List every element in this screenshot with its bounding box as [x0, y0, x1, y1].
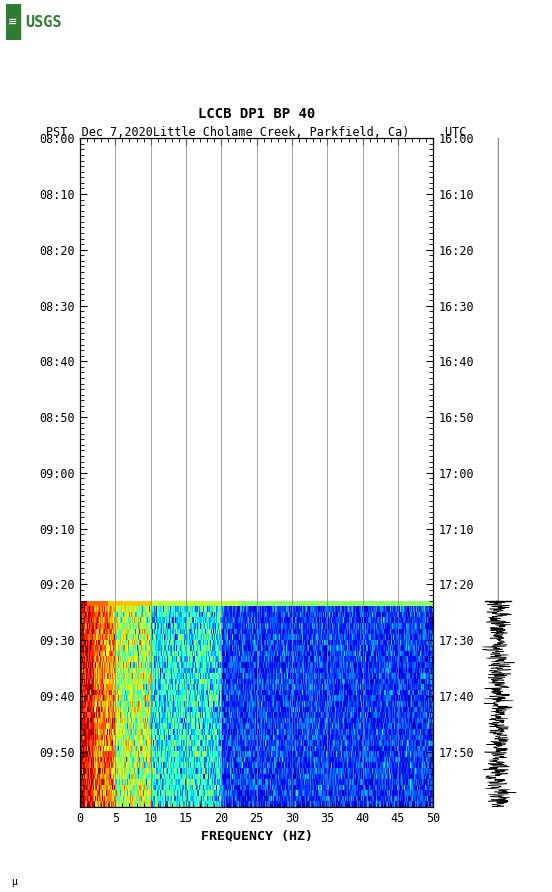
X-axis label: FREQUENCY (HZ): FREQUENCY (HZ) — [201, 830, 312, 842]
Bar — [6, 4, 20, 40]
Text: USGS: USGS — [25, 15, 62, 29]
Text: PST  Dec 7,2020Little Cholame Creek, Parkfield, Ca)     UTC: PST Dec 7,2020Little Cholame Creek, Park… — [46, 126, 467, 138]
Text: ≡: ≡ — [8, 17, 18, 28]
Text: LCCB DP1 BP 40: LCCB DP1 BP 40 — [198, 107, 315, 121]
Text: μ: μ — [11, 877, 17, 887]
